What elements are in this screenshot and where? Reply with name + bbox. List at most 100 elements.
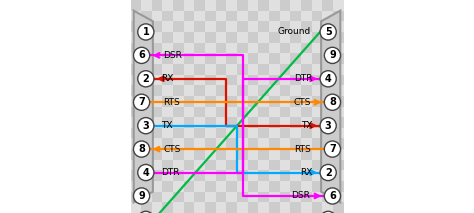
Bar	[311, 85, 322, 96]
Bar	[311, 160, 322, 170]
Bar	[130, 53, 141, 64]
Bar	[227, 32, 237, 43]
Bar	[130, 128, 141, 138]
Bar	[173, 181, 184, 192]
Bar	[216, 64, 227, 75]
Bar	[216, 149, 227, 160]
Bar	[184, 128, 194, 138]
Bar	[344, 192, 354, 202]
Bar	[194, 53, 205, 64]
Bar	[354, 11, 365, 21]
Bar	[322, 170, 333, 181]
Bar	[247, 0, 258, 11]
Bar	[173, 192, 184, 202]
Bar	[258, 202, 269, 213]
Bar	[344, 138, 354, 149]
Circle shape	[134, 141, 150, 157]
Bar	[237, 106, 247, 117]
Bar	[354, 128, 365, 138]
Bar	[152, 117, 163, 128]
Bar	[152, 192, 163, 202]
Bar	[184, 53, 194, 64]
Bar	[237, 11, 247, 21]
Bar	[152, 170, 163, 181]
Bar	[258, 21, 269, 32]
Bar	[311, 0, 322, 11]
Text: 2: 2	[325, 168, 331, 177]
Bar	[173, 160, 184, 170]
Bar	[216, 85, 227, 96]
Bar	[354, 170, 365, 181]
Bar	[130, 202, 141, 213]
Bar	[311, 64, 322, 75]
Bar	[247, 181, 258, 192]
Bar	[184, 32, 194, 43]
Bar	[152, 128, 163, 138]
Bar	[216, 128, 227, 138]
Bar	[290, 96, 301, 106]
Bar	[205, 117, 216, 128]
Bar	[237, 202, 247, 213]
Bar	[322, 0, 333, 11]
Bar	[141, 85, 152, 96]
Bar	[184, 11, 194, 21]
Text: 9: 9	[329, 50, 336, 60]
Bar	[237, 0, 247, 11]
Circle shape	[134, 47, 150, 63]
Bar	[269, 0, 280, 11]
Bar	[322, 202, 333, 213]
Bar	[205, 0, 216, 11]
Text: 7: 7	[329, 144, 336, 154]
Bar	[152, 0, 163, 11]
Bar	[269, 160, 280, 170]
Bar	[247, 106, 258, 117]
Bar	[290, 149, 301, 160]
Bar	[205, 11, 216, 21]
Bar	[344, 43, 354, 53]
Circle shape	[320, 71, 336, 87]
Bar	[194, 32, 205, 43]
Bar	[258, 0, 269, 11]
Bar	[258, 64, 269, 75]
Bar	[354, 160, 365, 170]
Bar	[237, 85, 247, 96]
Bar	[205, 32, 216, 43]
Text: 7: 7	[138, 97, 145, 107]
Bar	[333, 160, 344, 170]
Bar	[237, 117, 247, 128]
Bar	[301, 96, 311, 106]
Bar	[216, 53, 227, 64]
Bar	[130, 0, 141, 11]
Circle shape	[138, 24, 154, 40]
Bar	[258, 192, 269, 202]
Bar	[333, 11, 344, 21]
Bar	[205, 43, 216, 53]
Bar	[333, 181, 344, 192]
Bar	[152, 75, 163, 85]
Bar	[205, 85, 216, 96]
Bar	[354, 0, 365, 11]
Bar	[194, 43, 205, 53]
Bar	[194, 160, 205, 170]
Bar	[301, 192, 311, 202]
Bar	[258, 160, 269, 170]
Bar	[163, 96, 173, 106]
Bar	[280, 43, 290, 53]
Bar	[290, 202, 301, 213]
Bar	[173, 53, 184, 64]
Bar	[216, 202, 227, 213]
Bar	[269, 202, 280, 213]
Bar	[184, 192, 194, 202]
Bar	[301, 64, 311, 75]
Bar	[205, 106, 216, 117]
Bar	[152, 202, 163, 213]
Bar	[194, 106, 205, 117]
Bar	[258, 106, 269, 117]
Bar	[184, 181, 194, 192]
Bar	[227, 75, 237, 85]
Bar	[130, 85, 141, 96]
Bar	[184, 64, 194, 75]
Bar	[354, 75, 365, 85]
Bar	[258, 117, 269, 128]
Bar	[280, 21, 290, 32]
